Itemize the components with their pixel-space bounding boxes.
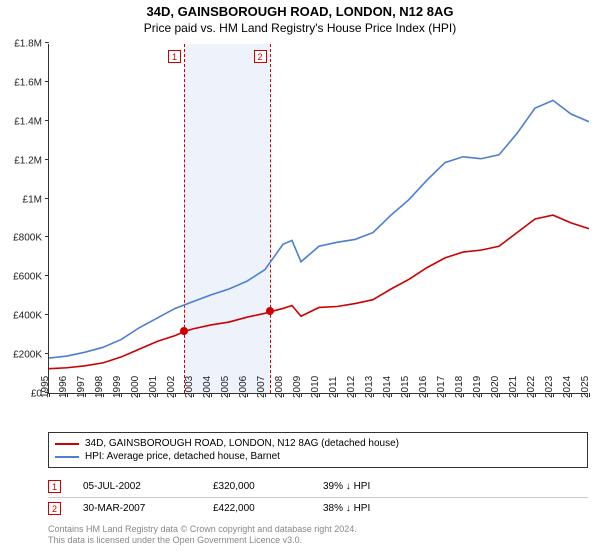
- y-tick: [45, 353, 49, 354]
- y-tick-label: £1M: [23, 194, 42, 205]
- line-layer: [49, 44, 589, 394]
- sale-index-box: 1: [48, 480, 61, 493]
- x-tick-label: 2025: [580, 376, 591, 398]
- footer-line: This data is licensed under the Open Gov…: [48, 535, 588, 546]
- plot-area: 12 £0£200K£400K£600K£800K£1M£1.2M£1.4M£1…: [48, 44, 588, 394]
- legend: 34D, GAINSBOROUGH ROAD, LONDON, N12 8AG …: [48, 432, 588, 468]
- x-tick-label: 2016: [418, 376, 429, 398]
- x-tick-label: 2015: [400, 376, 411, 398]
- chart-subtitle: Price paid vs. HM Land Registry's House …: [0, 19, 600, 41]
- x-tick-label: 2001: [148, 376, 159, 398]
- x-tick-label: 2021: [508, 376, 519, 398]
- x-tick-label: 2012: [346, 376, 357, 398]
- y-tick: [45, 236, 49, 237]
- legend-item: 34D, GAINSBOROUGH ROAD, LONDON, N12 8AG …: [55, 437, 581, 450]
- x-tick-label: 2018: [454, 376, 465, 398]
- x-tick-label: 2014: [382, 376, 393, 398]
- x-tick-label: 2003: [184, 376, 195, 398]
- y-tick-label: £1.8M: [14, 39, 42, 50]
- y-tick-label: £400K: [13, 311, 42, 322]
- y-tick: [45, 120, 49, 121]
- table-row: 1 05-JUL-2002 £320,000 39% ↓ HPI: [48, 476, 588, 498]
- chart-title: 34D, GAINSBOROUGH ROAD, LONDON, N12 8AG: [0, 0, 600, 19]
- x-tick-label: 1999: [112, 376, 123, 398]
- sale-pct: 39% ↓ HPI: [323, 481, 423, 492]
- y-tick: [45, 198, 49, 199]
- y-tick: [45, 275, 49, 276]
- y-tick-label: £200K: [13, 350, 42, 361]
- table-row: 2 30-MAR-2007 £422,000 38% ↓ HPI: [48, 498, 588, 519]
- x-tick-label: 1998: [94, 376, 105, 398]
- x-tick-label: 1996: [58, 376, 69, 398]
- x-tick-label: 2007: [256, 376, 267, 398]
- y-tick: [45, 81, 49, 82]
- sale-date: 05-JUL-2002: [83, 481, 213, 492]
- sale-pct: 38% ↓ HPI: [323, 503, 423, 514]
- x-tick-label: 2024: [562, 376, 573, 398]
- x-tick-label: 2023: [544, 376, 555, 398]
- x-tick-label: 2022: [526, 376, 537, 398]
- x-tick-label: 2011: [328, 376, 339, 398]
- y-tick-label: £800K: [13, 233, 42, 244]
- legend-item: HPI: Average price, detached house, Barn…: [55, 450, 581, 463]
- y-tick: [45, 42, 49, 43]
- sale-date: 30-MAR-2007: [83, 503, 213, 514]
- legend-swatch: [55, 443, 79, 445]
- sales-table: 1 05-JUL-2002 £320,000 39% ↓ HPI 2 30-MA…: [48, 476, 588, 519]
- x-tick-label: 1997: [76, 376, 87, 398]
- series-hpi: [49, 100, 589, 358]
- x-tick-label: 2006: [238, 376, 249, 398]
- x-tick-label: 2013: [364, 376, 375, 398]
- footer-line: Contains HM Land Registry data © Crown c…: [48, 524, 588, 535]
- y-tick-label: £600K: [13, 272, 42, 283]
- chart-container: 34D, GAINSBOROUGH ROAD, LONDON, N12 8AG …: [0, 0, 600, 560]
- y-tick-label: £1.2M: [14, 155, 42, 166]
- series-property: [49, 215, 589, 369]
- x-tick-label: 2019: [472, 376, 483, 398]
- y-tick-label: £1.6M: [14, 77, 42, 88]
- y-tick-label: £1.4M: [14, 116, 42, 127]
- x-tick-label: 2000: [130, 376, 141, 398]
- x-tick-label: 2004: [202, 376, 213, 398]
- footer: Contains HM Land Registry data © Crown c…: [48, 524, 588, 547]
- legend-label: HPI: Average price, detached house, Barn…: [85, 451, 280, 462]
- x-tick-label: 2005: [220, 376, 231, 398]
- y-tick: [45, 314, 49, 315]
- x-tick-label: 2009: [292, 376, 303, 398]
- sale-price: £320,000: [213, 481, 323, 492]
- x-tick-label: 1995: [40, 376, 51, 398]
- y-tick: [45, 159, 49, 160]
- sale-price: £422,000: [213, 503, 323, 514]
- x-tick-label: 2010: [310, 376, 321, 398]
- x-tick-label: 2017: [436, 376, 447, 398]
- legend-label: 34D, GAINSBOROUGH ROAD, LONDON, N12 8AG …: [85, 438, 399, 449]
- sale-index-box: 2: [48, 502, 61, 515]
- x-tick-label: 2020: [490, 376, 501, 398]
- legend-swatch: [55, 456, 79, 458]
- x-tick-label: 2008: [274, 376, 285, 398]
- x-tick-label: 2002: [166, 376, 177, 398]
